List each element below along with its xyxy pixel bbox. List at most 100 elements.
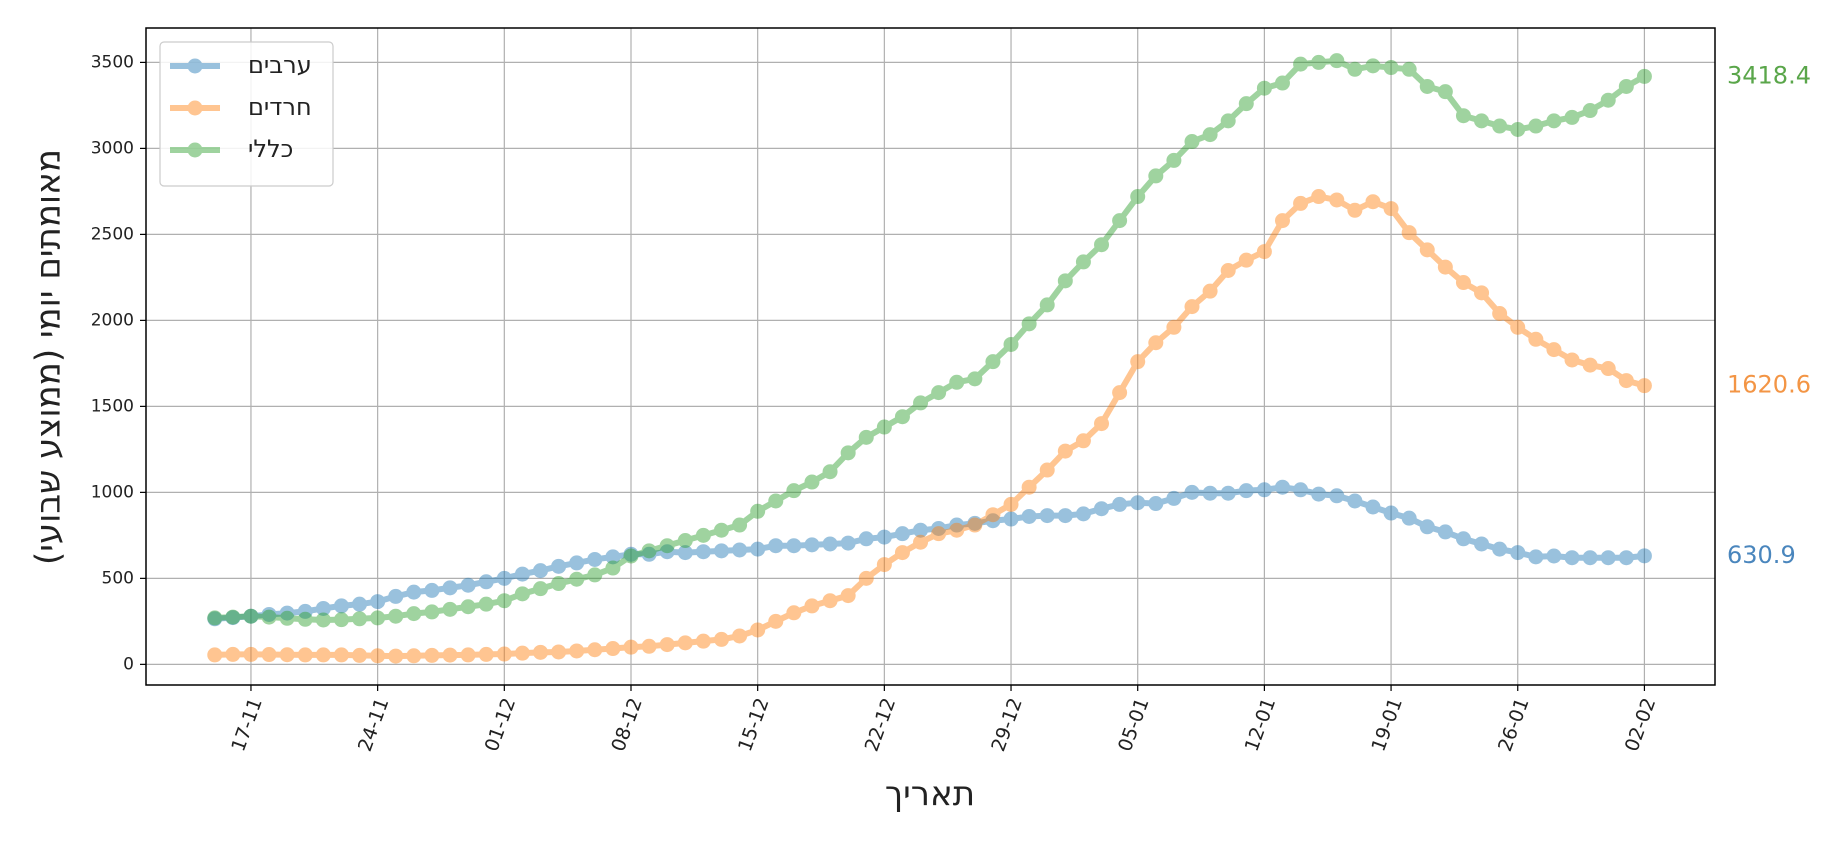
point <box>225 609 241 625</box>
point <box>1075 506 1091 522</box>
point <box>967 515 983 531</box>
x-tick-label: 26-01 <box>1494 695 1534 754</box>
point <box>1510 319 1526 335</box>
point <box>1202 283 1218 299</box>
point <box>1492 306 1508 322</box>
end-label: 3418.4 <box>1727 61 1811 89</box>
point <box>333 647 349 663</box>
plot-frame <box>145 27 1716 686</box>
point <box>605 641 621 657</box>
point <box>677 533 693 549</box>
point <box>1220 263 1236 279</box>
point <box>822 464 838 480</box>
point <box>442 580 458 596</box>
point <box>243 646 259 662</box>
point <box>1419 242 1435 258</box>
point <box>569 643 585 659</box>
point <box>1329 488 1345 504</box>
point <box>1238 252 1254 268</box>
point <box>1383 201 1399 217</box>
point <box>1329 53 1345 69</box>
point <box>695 544 711 560</box>
point <box>279 610 295 626</box>
point <box>949 522 965 538</box>
point <box>967 517 983 533</box>
point <box>514 645 530 661</box>
point <box>677 635 693 651</box>
point <box>1492 118 1508 134</box>
point <box>279 605 295 621</box>
point <box>1347 493 1363 509</box>
point <box>1636 548 1652 564</box>
point <box>623 548 639 564</box>
point <box>1600 92 1616 108</box>
point <box>1474 113 1490 129</box>
point <box>732 628 748 644</box>
point <box>967 371 983 387</box>
point <box>406 584 422 600</box>
point <box>768 493 784 509</box>
point <box>297 603 313 619</box>
point <box>1582 103 1598 119</box>
point <box>1130 189 1146 205</box>
point <box>1474 285 1490 301</box>
point <box>1600 550 1616 566</box>
point <box>297 647 313 663</box>
legend-marker <box>170 142 220 158</box>
point <box>315 612 331 628</box>
point <box>1311 486 1327 502</box>
point <box>406 648 422 664</box>
point <box>1455 275 1471 291</box>
point <box>894 526 910 542</box>
point <box>1437 84 1453 100</box>
point <box>1401 225 1417 241</box>
point <box>1311 189 1327 205</box>
point <box>1564 109 1580 125</box>
point <box>894 545 910 561</box>
point <box>713 522 729 538</box>
point <box>243 608 259 624</box>
point <box>659 637 675 653</box>
point <box>1600 361 1616 377</box>
point <box>750 541 766 557</box>
y-axis-label: מאומתים יומי (ממוצע שבועי) <box>29 149 69 565</box>
point <box>1293 56 1309 72</box>
point <box>1184 134 1200 150</box>
y-tick-label: 2500 <box>91 224 134 244</box>
point <box>442 647 458 663</box>
point <box>551 576 567 592</box>
point <box>370 610 386 626</box>
x-axis-label: תאריך <box>885 774 975 814</box>
point <box>641 546 657 562</box>
point <box>352 596 368 612</box>
point <box>460 647 476 663</box>
point <box>894 409 910 425</box>
point <box>695 527 711 543</box>
x-tick-label: 19-01 <box>1367 695 1407 754</box>
x-tick-label: 05-01 <box>1114 695 1154 754</box>
point <box>1510 121 1526 137</box>
point <box>949 374 965 390</box>
point <box>750 503 766 519</box>
point <box>460 599 476 615</box>
point <box>533 563 549 579</box>
point <box>732 517 748 533</box>
point <box>388 588 404 604</box>
y-tick-label: 3000 <box>91 138 134 158</box>
point <box>424 647 440 663</box>
point <box>352 611 368 627</box>
point <box>1003 336 1019 352</box>
point <box>1636 378 1652 394</box>
point <box>424 604 440 620</box>
point <box>750 622 766 638</box>
point <box>822 536 838 552</box>
point <box>442 601 458 617</box>
series <box>207 53 1652 628</box>
point <box>587 642 603 658</box>
point <box>1528 549 1544 565</box>
point <box>1021 508 1037 524</box>
point <box>1256 244 1272 260</box>
x-tick-label: 22-12 <box>861 695 901 754</box>
point <box>1021 316 1037 332</box>
point <box>1419 519 1435 535</box>
